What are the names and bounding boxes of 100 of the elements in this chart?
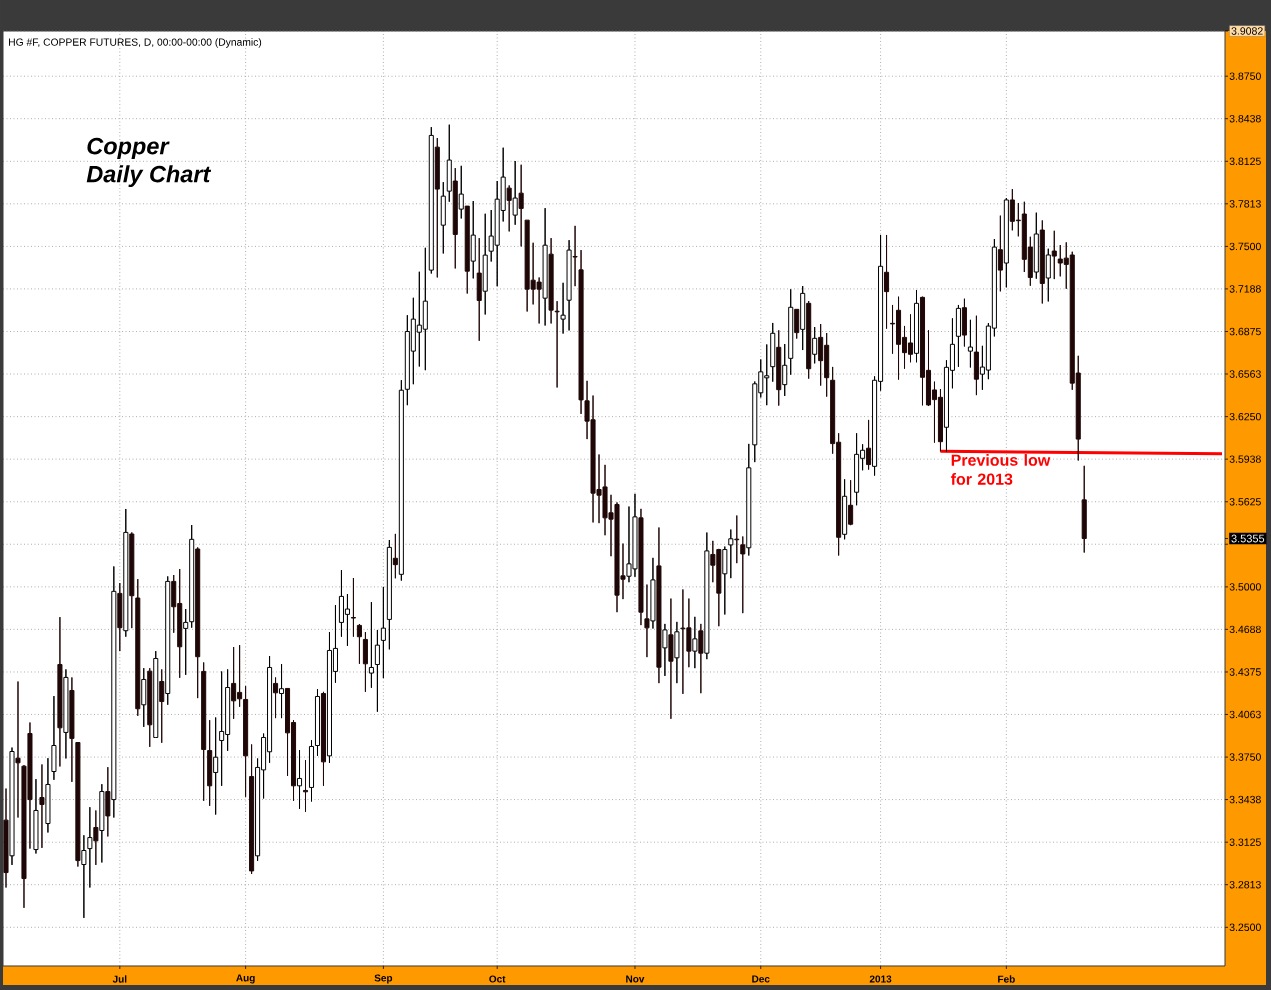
candlestick bbox=[153, 650, 159, 738]
candlestick bbox=[506, 184, 512, 232]
x-tick-label: Sep bbox=[374, 974, 393, 984]
candlestick bbox=[440, 181, 446, 254]
candlestick bbox=[848, 479, 854, 526]
candlestick bbox=[314, 688, 321, 757]
candlestick bbox=[207, 719, 213, 807]
y-tick-label: 3.7500 bbox=[1229, 242, 1261, 251]
candlestick bbox=[189, 524, 195, 629]
candlestick bbox=[159, 668, 165, 744]
y-tick-label: 3.6875 bbox=[1229, 327, 1261, 336]
candlestick bbox=[782, 343, 788, 397]
candlestick bbox=[572, 225, 578, 287]
candlestick bbox=[842, 478, 848, 540]
y-tick-label: 3.8750 bbox=[1229, 72, 1261, 80]
candlestick bbox=[1033, 212, 1039, 280]
candlestick bbox=[638, 508, 644, 626]
candlestick bbox=[392, 533, 398, 579]
candlestick bbox=[1003, 197, 1009, 288]
candlestick bbox=[746, 443, 752, 557]
candlestick bbox=[446, 124, 452, 203]
candlestick bbox=[386, 539, 392, 650]
x-tick-label: Jul bbox=[112, 975, 127, 983]
candlestick bbox=[63, 668, 69, 759]
y-tick-label: 3.6563 bbox=[1229, 370, 1261, 378]
y-tick-label: 3.5355 bbox=[1231, 534, 1265, 543]
x-tick-label: Feb bbox=[998, 975, 1015, 983]
candlestick bbox=[9, 747, 15, 866]
candlestick bbox=[458, 165, 464, 219]
candlestick bbox=[1051, 230, 1057, 280]
candlestick bbox=[644, 584, 650, 658]
candlestick bbox=[69, 676, 75, 783]
candlestick bbox=[692, 616, 698, 669]
candlestick bbox=[398, 379, 404, 582]
candlestick bbox=[165, 575, 171, 706]
candlestick bbox=[111, 565, 117, 819]
candlestick bbox=[39, 763, 45, 849]
candlestick bbox=[740, 535, 746, 614]
y-tick-label: 3.5938 bbox=[1229, 455, 1261, 463]
candlestick bbox=[117, 582, 123, 652]
candlestick bbox=[728, 529, 734, 579]
candlestick bbox=[99, 783, 105, 863]
x-tick-label: Aug bbox=[236, 974, 255, 984]
candlestick bbox=[147, 667, 153, 748]
candlestick bbox=[273, 676, 279, 719]
candlestick bbox=[302, 759, 309, 813]
candlestick bbox=[15, 681, 21, 819]
y-tick-label: 3.3750 bbox=[1229, 753, 1261, 761]
candlestick bbox=[812, 326, 818, 364]
y-tick-label: 3.4063 bbox=[1229, 710, 1261, 719]
candlestick bbox=[548, 237, 554, 324]
candlestick bbox=[866, 419, 872, 471]
candlestick bbox=[75, 742, 81, 868]
candlestick bbox=[374, 629, 380, 713]
candlestick bbox=[135, 578, 141, 717]
candlestick bbox=[308, 739, 315, 802]
candlestick bbox=[464, 205, 470, 295]
candlestick bbox=[518, 164, 524, 247]
candlestick bbox=[87, 806, 93, 889]
candlestick bbox=[320, 691, 327, 787]
candlestick bbox=[129, 531, 135, 629]
candlestick bbox=[123, 508, 129, 638]
candlestick bbox=[249, 743, 255, 875]
candlestick bbox=[997, 215, 1003, 292]
candlestick bbox=[967, 319, 973, 368]
x-tick-label: Oct bbox=[489, 975, 506, 983]
candlestick bbox=[81, 834, 87, 919]
x-tick-label: Nov bbox=[626, 975, 645, 983]
y-tick-label: 3.3438 bbox=[1229, 795, 1261, 804]
candlestick bbox=[776, 329, 782, 407]
y-tick-label: 3.7813 bbox=[1229, 200, 1261, 208]
candlestick bbox=[452, 167, 458, 269]
candlestick bbox=[57, 616, 63, 767]
candlestick bbox=[1045, 248, 1051, 302]
candlestick bbox=[668, 598, 674, 720]
candlestick bbox=[913, 289, 920, 363]
candlestick bbox=[350, 577, 356, 638]
candlestick bbox=[650, 557, 656, 630]
candlestick bbox=[722, 546, 728, 616]
text: HG #F, COPPER FUTURES, D, 00:00-00:00 (Dynamic) bbox=[9, 38, 262, 48]
annotation: Copper bbox=[87, 137, 170, 160]
candlestick bbox=[961, 298, 967, 348]
candlestick bbox=[806, 300, 812, 380]
candlestick bbox=[560, 282, 566, 335]
candlestick bbox=[1039, 219, 1045, 304]
candlestick bbox=[955, 304, 961, 368]
candlestick bbox=[794, 308, 800, 340]
candlestick bbox=[183, 608, 189, 676]
y-tick-label: 3.8125 bbox=[1229, 157, 1261, 166]
y-tick-label: 3.2813 bbox=[1229, 880, 1261, 889]
y-tick-label: 3.3125 bbox=[1229, 838, 1261, 846]
candlestick bbox=[656, 526, 662, 684]
y-tick-label: 3.8438 bbox=[1229, 114, 1261, 123]
annotation: Daily Chart bbox=[86, 165, 212, 188]
candlestick bbox=[470, 200, 476, 279]
candlestick bbox=[884, 234, 890, 330]
candlestick bbox=[734, 515, 740, 564]
candlestick bbox=[195, 546, 201, 699]
candlestick bbox=[698, 623, 704, 694]
candlestick bbox=[788, 288, 794, 376]
